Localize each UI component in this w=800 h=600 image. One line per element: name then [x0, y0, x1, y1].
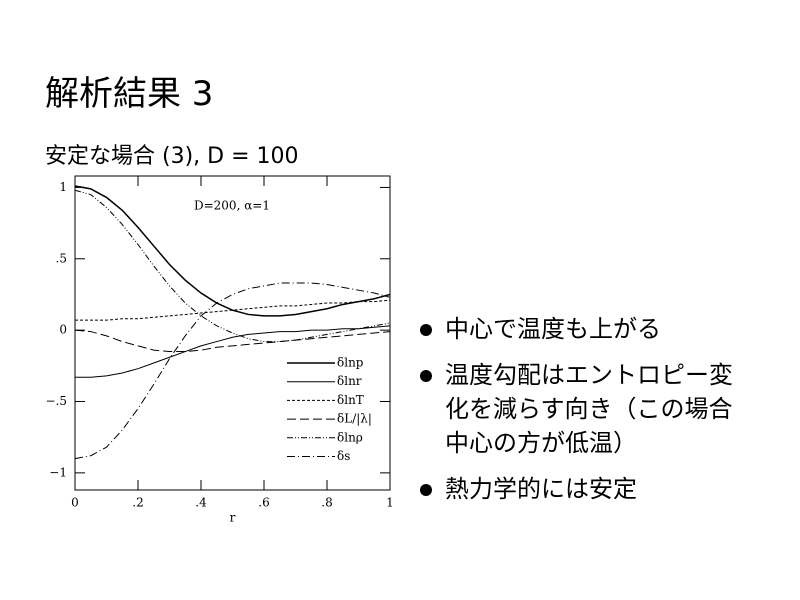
bullet: 温度勾配はエントロピー変化を減らす向き（この場合中心の方が低温）	[420, 358, 750, 460]
x-tick-label: .8	[321, 496, 332, 510]
legend-label: δlnT	[337, 393, 364, 407]
series-line	[74, 189, 391, 343]
legend-label: δs	[337, 449, 350, 463]
y-tick-label: 1	[59, 180, 67, 194]
plot-frame	[74, 175, 391, 491]
legend-label: δlnr	[337, 374, 362, 388]
x-tick-label: .6	[258, 496, 269, 510]
x-tick-label: 1	[386, 496, 394, 510]
slide-subtitle: 安定な場合 (3), D = 100	[45, 144, 299, 169]
legend-label: δlnp	[337, 356, 364, 370]
series-line	[75, 325, 391, 378]
y-tick-label: .5	[56, 251, 67, 265]
bullet-list: 中心で温度も上がる温度勾配はエントロピー変化を減らす向き（この場合中心の方が低温…	[420, 312, 750, 518]
bullet: 熱力学的には安定	[420, 472, 750, 506]
bullet: 中心で温度も上がる	[420, 312, 750, 346]
y-tick-label: −.5	[45, 394, 67, 408]
chart: 0 .2 .4 .6 .8 1 −1 −.5 0 .5 1 r D=200, α=1 δlnp δlnr δl…	[45, 175, 394, 525]
x-tick-label: .4	[195, 496, 207, 510]
series-line	[74, 329, 391, 353]
y-tick-label: 0	[59, 323, 67, 337]
x-axis-label: r	[230, 511, 236, 525]
series-line	[75, 299, 391, 321]
x-tick-label: 0	[71, 496, 79, 510]
x-tick-label: .2	[132, 496, 143, 510]
series-line	[74, 282, 391, 460]
legend-label: δL/|λ|	[337, 412, 372, 426]
legend-label: δlnρ	[337, 430, 363, 444]
y-tick-label: −1	[49, 465, 67, 479]
slide-title: 解析結果 3	[45, 74, 214, 114]
annotation: D=200, α=1	[194, 199, 270, 213]
